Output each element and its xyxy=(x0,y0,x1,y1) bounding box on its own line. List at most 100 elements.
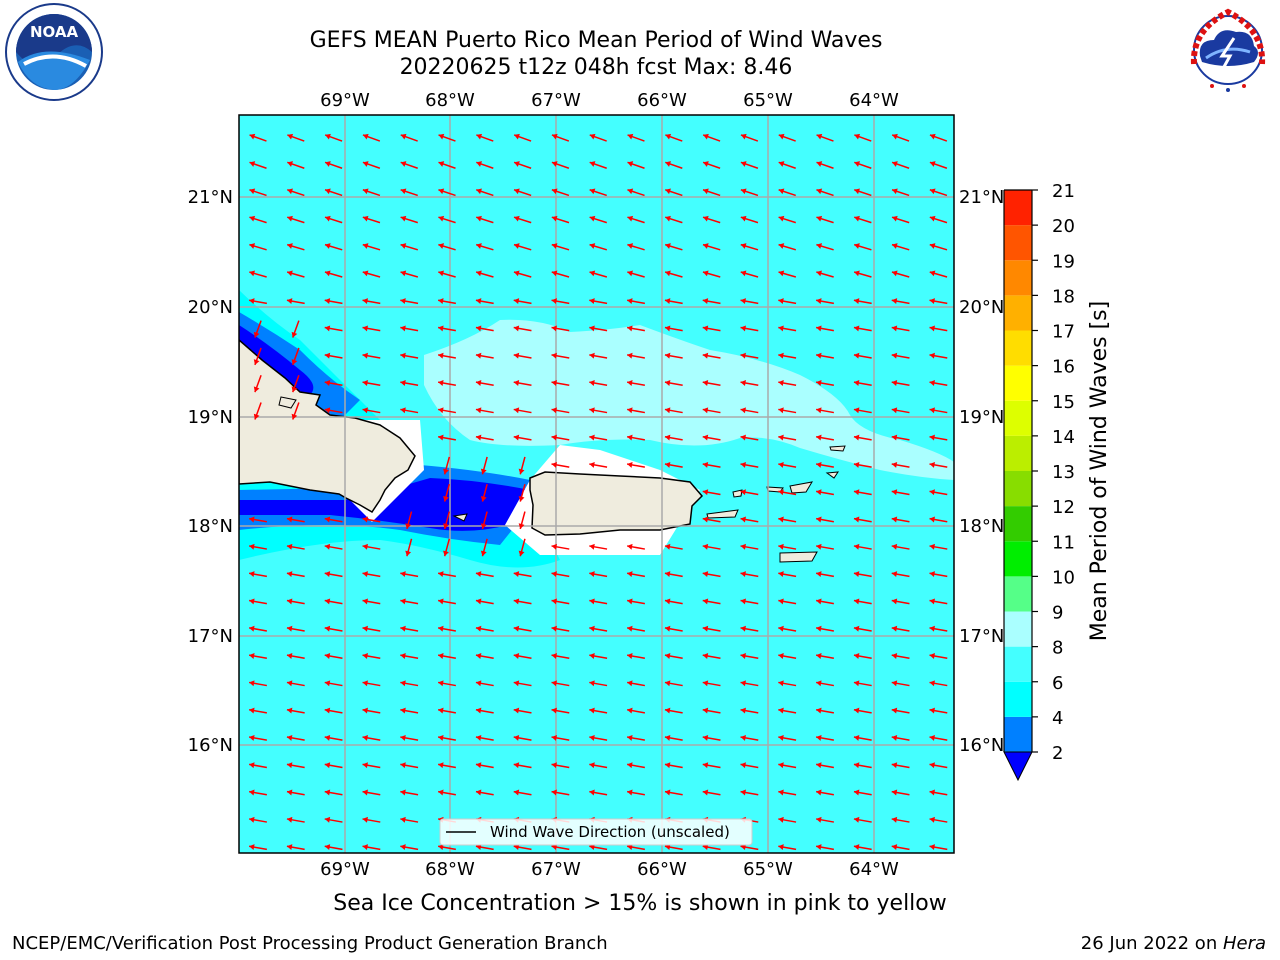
wave-arrow xyxy=(627,543,645,550)
wave-arrow xyxy=(589,407,608,414)
wave-arrow xyxy=(513,215,532,224)
colorbar-tick-label: 13 xyxy=(1052,462,1075,483)
wave-arrow xyxy=(740,407,759,414)
wave-arrow xyxy=(249,270,267,278)
wave-arrow xyxy=(664,434,683,441)
wave-arrow xyxy=(551,215,570,224)
wave-arrow xyxy=(627,625,645,632)
wave-arrow xyxy=(853,434,872,441)
wave-arrow xyxy=(891,816,910,823)
wave-arrow xyxy=(664,680,683,687)
map-subtitle: 20220625 t12z 048h fcst Max: 8.46 xyxy=(399,55,793,80)
wave-arrow xyxy=(438,762,456,769)
wave-arrow xyxy=(400,789,419,796)
map-frame xyxy=(238,114,955,854)
lon-label-top: 68°W xyxy=(425,90,475,111)
wave-arrow xyxy=(286,653,305,660)
wave-arrow xyxy=(253,402,262,420)
wave-arrow xyxy=(253,374,262,393)
wave-arrow xyxy=(475,407,494,414)
colorbar-segment xyxy=(1004,611,1032,647)
wave-arrow xyxy=(702,680,721,687)
wave-arrow xyxy=(816,625,834,632)
wave-arrow xyxy=(286,598,305,605)
lat-label-left: 17°N xyxy=(188,626,233,647)
wave-arrow xyxy=(627,352,645,359)
wave-arrow xyxy=(853,625,872,632)
wave-arrow xyxy=(438,734,456,741)
wave-arrow xyxy=(249,298,267,305)
wave-arrow xyxy=(891,707,910,714)
wave-arrow xyxy=(513,407,532,414)
wave-arrow xyxy=(853,243,872,251)
wave-arrow xyxy=(702,298,721,305)
legend-label: Wind Wave Direction (unscaled) xyxy=(490,823,730,841)
wave-arrow xyxy=(475,325,494,332)
wave-arrow xyxy=(438,407,456,414)
wave-arrow xyxy=(291,402,300,420)
wave-arrow xyxy=(702,352,721,359)
wave-arrow xyxy=(740,215,759,224)
wave-arrow xyxy=(362,734,381,741)
wave-arrow xyxy=(778,489,797,496)
wave-arrow xyxy=(518,511,526,530)
wave-arrow xyxy=(740,680,759,687)
wave-arrow xyxy=(324,352,343,359)
wave-arrow xyxy=(286,571,305,578)
wave-arrow xyxy=(853,844,872,851)
wave-arrow xyxy=(778,380,797,387)
lon-label-top: 66°W xyxy=(637,90,687,111)
lat-label-left: 19°N xyxy=(188,407,233,428)
wave-arrow xyxy=(740,653,759,660)
wave-arrow xyxy=(400,270,419,278)
noaa-logo: NOAA xyxy=(5,3,103,101)
wave-arrow xyxy=(513,844,532,851)
wave-arrow xyxy=(778,352,797,359)
wave-arrow xyxy=(854,161,872,169)
wave-arrow xyxy=(249,653,267,660)
wave-arrow xyxy=(405,511,413,530)
wave-arrow xyxy=(324,707,343,714)
wave-arrow xyxy=(518,538,526,557)
wave-arrow xyxy=(324,270,343,278)
wave-arrow xyxy=(551,298,570,305)
wave-arrow xyxy=(513,789,532,796)
lat-label-right: 17°N xyxy=(959,626,1004,647)
wave-arrow xyxy=(291,320,300,338)
lat-label-right: 19°N xyxy=(959,407,1004,428)
lat-label-right: 18°N xyxy=(959,516,1004,537)
wave-arrow xyxy=(664,543,683,550)
wave-arrow xyxy=(475,734,494,741)
wave-arrow xyxy=(249,707,267,714)
colorbar-tick-label: 8 xyxy=(1052,638,1063,659)
wave-arrow xyxy=(286,734,305,741)
wave-arrow xyxy=(664,571,683,578)
wave-arrow xyxy=(740,707,759,714)
wave-arrow xyxy=(853,516,872,523)
lat-label-right: 20°N xyxy=(959,297,1004,318)
lon-label-bottom: 65°W xyxy=(743,859,793,880)
wave-arrow xyxy=(891,215,910,224)
wave-arrow xyxy=(513,325,532,332)
wave-arrow xyxy=(475,625,494,632)
wave-arrow xyxy=(438,325,456,332)
wave-arrow xyxy=(740,434,759,441)
wave-arrow xyxy=(513,762,532,769)
wave-arrow xyxy=(740,734,759,741)
wave-arrow xyxy=(286,680,305,687)
wave-arrow xyxy=(929,816,948,823)
wave-arrow xyxy=(589,543,608,550)
wave-arrow xyxy=(778,215,797,224)
wave-arrow xyxy=(291,374,300,393)
wave-arrow xyxy=(702,270,721,278)
wave-arrow xyxy=(513,188,532,197)
wave-arrow xyxy=(702,133,721,142)
wave-arrow xyxy=(778,161,796,169)
wave-arrow xyxy=(740,789,759,796)
wave-arrow xyxy=(891,543,910,550)
wave-arrow xyxy=(891,653,910,660)
footer-branch: NCEP/EMC/Verification Post Processing Pr… xyxy=(12,933,608,954)
wave-arrow xyxy=(438,243,456,251)
wave-arrow xyxy=(891,598,910,605)
wave-arrow xyxy=(816,188,834,197)
